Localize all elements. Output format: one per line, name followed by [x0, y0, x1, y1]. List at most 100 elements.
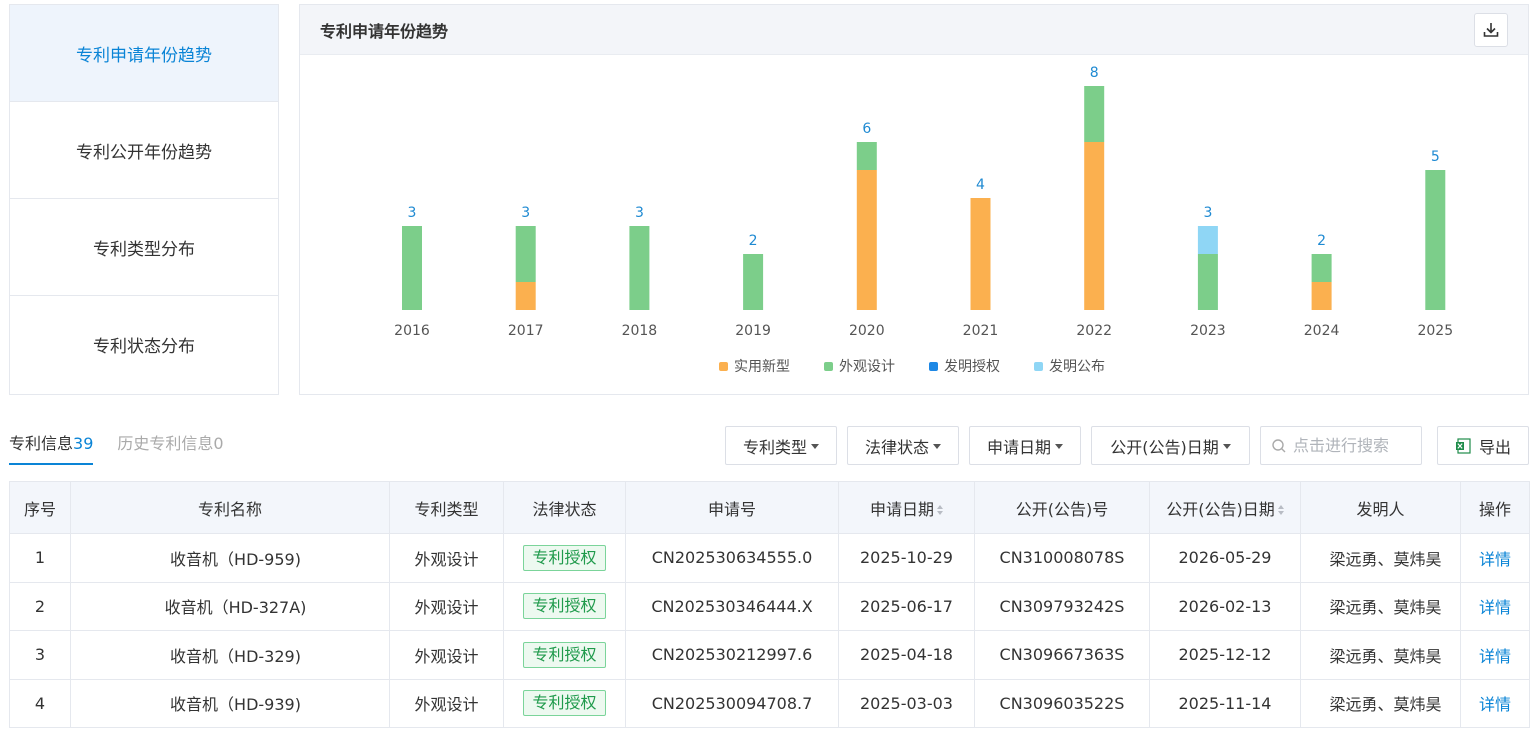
bar-segment — [402, 226, 422, 310]
cell-action: 详情 — [1460, 581, 1530, 631]
tab-count: 0 — [213, 434, 224, 453]
patent-type-filter[interactable]: 专利类型 — [725, 426, 837, 465]
status-badge: 专利授权 — [523, 593, 606, 620]
cell-app-date: 2025-06-17 — [838, 581, 975, 631]
search-box — [1260, 426, 1422, 465]
detail-link[interactable]: 详情 — [1478, 695, 1511, 715]
chart-nav-sidebar: 专利申请年份趋势 专利公开年份趋势 专利类型分布 专利状态分布 — [9, 4, 279, 395]
x-tick-label: 2020 — [849, 323, 885, 339]
sidebar-item-status-distribution[interactable]: 专利状态分布 — [93, 337, 195, 357]
sidebar-item-type-distribution[interactable]: 专利类型分布 — [10, 199, 278, 296]
patent-name-link[interactable]: 收音机（HD-329) — [70, 630, 390, 680]
x-tick-label: 2021 — [963, 323, 999, 339]
legend-swatch — [719, 362, 728, 371]
bar-segment — [970, 198, 991, 310]
sort-icon[interactable] — [1277, 505, 1284, 515]
chart-title: 专利申请年份趋势 — [320, 21, 449, 41]
tab-label: 专利信息 — [9, 434, 74, 453]
table-row: 3 收音机（HD-329) 外观设计 专利授权 CN202530212997.6… — [9, 630, 1530, 680]
sort-icon[interactable] — [937, 505, 943, 515]
x-tick-label: 2019 — [735, 323, 771, 339]
bar-segment — [856, 142, 877, 170]
tab-history-patent-info[interactable]: 历史专利信息0 — [117, 430, 223, 465]
cell-type: 外观设计 — [389, 630, 504, 680]
bar-total-label: 5 — [1431, 149, 1440, 165]
publish-date-filter[interactable]: 公开(公告)日期 — [1091, 426, 1250, 465]
bar-segment — [1084, 142, 1105, 310]
cell-pub-date: 2025-11-14 — [1149, 678, 1301, 728]
bar-segment — [743, 254, 764, 310]
filter-label: 专利类型 — [742, 437, 807, 457]
legal-status-filter[interactable]: 法律状态 — [847, 426, 959, 465]
bar-segment — [1197, 254, 1218, 310]
detail-link[interactable]: 详情 — [1478, 549, 1511, 569]
cell-index: 2 — [9, 581, 71, 631]
legend-label: 实用新型 — [734, 359, 790, 375]
tab-patent-info[interactable]: 专利信息39 — [9, 430, 94, 465]
patent-year-bar-chart: 3 2016 3 2017 3 2018 2 2019 6 2020 4 2021 8 2022 3 2023… — [394, 65, 1453, 375]
bar-segment — [629, 226, 650, 310]
bar-segment — [1311, 254, 1332, 282]
header-index: 序号 — [9, 481, 71, 534]
patent-name-link[interactable]: 收音机（HD-327A) — [70, 581, 390, 631]
cell-pub-date: 2025-12-12 — [1149, 630, 1301, 680]
cell-app-no: CN202530094708.7 — [625, 678, 839, 728]
header-inventor: 发明人 — [1300, 481, 1461, 534]
header-name: 专利名称 — [70, 481, 390, 534]
header-type: 专利类型 — [389, 481, 504, 534]
bar-segment — [515, 282, 536, 310]
bar-total-label: 3 — [635, 205, 644, 221]
filter-label: 法律状态 — [864, 437, 929, 457]
cell-inventor: 梁远勇、莫炜昊 — [1300, 533, 1461, 583]
header-app-date-label: 申请日期 — [869, 499, 934, 519]
cell-type: 外观设计 — [389, 678, 504, 728]
download-button[interactable] — [1474, 13, 1508, 47]
cell-index: 3 — [9, 630, 71, 680]
cell-status: 专利授权 — [503, 630, 626, 680]
cell-status: 专利授权 — [503, 678, 626, 728]
tab-label: 历史专利信息 — [117, 434, 214, 453]
filter-label: 公开(公告)日期 — [1110, 437, 1219, 457]
bar-segment — [1084, 86, 1105, 142]
cell-type: 外观设计 — [389, 533, 504, 583]
cell-app-no: CN202530634555.0 — [625, 533, 839, 583]
detail-link[interactable]: 详情 — [1478, 598, 1511, 618]
patent-table: 序号 专利名称 专利类型 法律状态 申请号 申请日期 公开(公告)号 公开(公告… — [9, 481, 1530, 728]
apply-date-filter[interactable]: 申请日期 — [969, 426, 1081, 465]
bar-segment — [1311, 282, 1332, 310]
download-icon — [1483, 23, 1499, 37]
excel-icon — [1455, 437, 1471, 454]
bar-total-label: 3 — [1203, 205, 1212, 221]
header-app-date[interactable]: 申请日期 — [838, 481, 975, 534]
header-pub-date[interactable]: 公开(公告)日期 — [1149, 481, 1301, 534]
sidebar-item-publish-year-trend[interactable]: 专利公开年份趋势 — [10, 102, 278, 199]
bar-total-label: 6 — [862, 121, 871, 137]
cell-app-date: 2025-03-03 — [838, 678, 975, 728]
cell-pub-no: CN309667363S — [974, 630, 1150, 680]
header-app-no: 申请号 — [625, 481, 839, 534]
cell-app-date: 2025-04-18 — [838, 630, 975, 680]
patent-name-link[interactable]: 收音机（HD-939) — [70, 678, 390, 728]
bar-total-label: 4 — [976, 177, 985, 193]
tab-count: 39 — [73, 434, 94, 453]
sidebar-item-apply-year-trend[interactable]: 专利申请年份趋势 — [10, 5, 278, 102]
legend-swatch — [1034, 362, 1043, 371]
table-row: 2 收音机（HD-327A) 外观设计 专利授权 CN202530346444.… — [9, 581, 1530, 631]
caret-down-icon — [933, 444, 941, 449]
bar-segment — [515, 226, 536, 282]
cell-status: 专利授权 — [503, 533, 626, 583]
patent-name-link[interactable]: 收音机（HD-959) — [70, 533, 390, 583]
cell-status: 专利授权 — [503, 581, 626, 631]
x-tick-label: 2018 — [622, 323, 658, 339]
x-tick-label: 2022 — [1076, 323, 1112, 339]
cell-action: 详情 — [1460, 678, 1530, 728]
bar-total-label: 8 — [1090, 65, 1099, 81]
status-badge: 专利授权 — [523, 544, 606, 571]
bar-segment — [856, 170, 877, 310]
export-button[interactable]: 导出 — [1437, 426, 1529, 465]
detail-link[interactable]: 详情 — [1478, 646, 1511, 666]
caret-down-icon — [811, 444, 819, 449]
cell-inventor: 梁远勇、莫炜昊 — [1300, 581, 1461, 631]
cell-pub-no: CN310008078S — [974, 533, 1150, 583]
search-input[interactable] — [1293, 436, 1418, 455]
